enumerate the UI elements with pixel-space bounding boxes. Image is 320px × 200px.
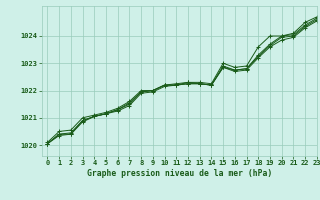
X-axis label: Graphe pression niveau de la mer (hPa): Graphe pression niveau de la mer (hPa) — [87, 169, 272, 178]
